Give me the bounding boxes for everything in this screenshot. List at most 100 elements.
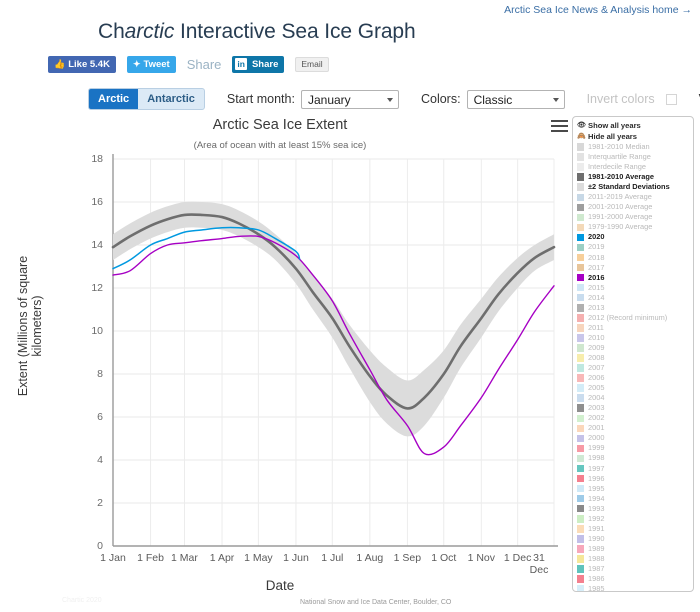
legend-swatch [577,243,584,252]
legend-swatch [577,484,584,493]
legend-item-2001-2010-average[interactable]: 2001-2010 Average [577,202,691,212]
legend-item-2000[interactable]: 2000 [577,433,691,443]
legend-item-2017[interactable]: 2017 [577,263,691,273]
legend-item-2005[interactable]: 2005 [577,383,691,393]
plot-wrap: 0 2 4 6 8 10 12 14 16 18 1 Jan 1 Feb 1 Mar 1 Apr 1 Ma… [0,112,560,609]
legend-swatch [577,414,584,423]
legend-item-1987[interactable]: 1987 [577,564,691,574]
y-tick-label: 16 [91,196,103,208]
legend-item-2015[interactable]: 2015 [577,283,691,293]
legend-swatch [577,404,584,412]
legend-show-all-years[interactable]: 👁 Show all years [577,120,691,131]
footer-faint-text: Chartic 2020 [62,597,102,604]
legend-item-2018[interactable]: 2018 [577,253,691,263]
invert-colors-label: Invert colors [586,92,655,106]
legend-item-1991[interactable]: 1991 [577,524,691,534]
legend-item-1992[interactable]: 1992 [577,514,691,524]
email-share-button[interactable]: Email [295,56,329,72]
legend-item-1995[interactable]: 1995 [577,484,691,494]
legend-item-interquartile-range[interactable]: Interquartile Range [577,152,691,162]
legend-item-2009[interactable]: 2009 [577,343,691,353]
legend-item-1981-2010-median[interactable]: 1981-2010 Median [577,142,691,152]
legend-item-2012-record-minimum[interactable]: 2012 (Record minimum) [577,313,691,323]
legend-item-2014[interactable]: 2014 [577,293,691,303]
legend-swatch [577,454,584,463]
y-tick-label: 4 [97,454,103,466]
page-title-emphasis: arctic [124,20,175,43]
legend-item-label: 2006 [588,373,605,383]
legend-item-1986[interactable]: 1986 [577,574,691,584]
legend-item-label: 1981-2010 Average [588,172,655,182]
legend-item-2-standard-deviations[interactable]: ±2 Standard Deviations [577,182,691,192]
legend-item-label: 2008 [588,353,605,362]
chart-menu-icon[interactable] [551,120,568,134]
legend-item-interdecile-range[interactable]: Interdecile Range [577,162,691,172]
legend-item-2011-2019-average[interactable]: 2011-2019 Average [577,192,691,202]
legend-swatch [577,314,584,322]
start-month-select[interactable]: January [300,89,399,109]
facebook-like-button[interactable]: 👍 Like 5.4K [48,55,116,73]
legend-swatch [577,555,584,563]
invert-colors-checkbox[interactable] [665,93,677,105]
legend-item-label: 2001 [588,423,605,433]
legend-swatch [577,183,584,191]
legend-item-2010[interactable]: 2010 [577,333,691,343]
colors-select[interactable]: Classic [466,89,565,109]
share-button[interactable]: Share [186,56,222,72]
legend-item-2003[interactable]: 2003 [577,403,691,413]
legend-item-1998[interactable]: 1998 [577,453,691,463]
legend-item-2020[interactable]: 2020 [577,232,691,242]
tab-arctic[interactable]: Arctic [89,89,139,109]
legend-item-2002[interactable]: 2002 [577,413,691,423]
tweet-button[interactable]: ✦ Tweet [126,55,176,73]
legend-item-1993[interactable]: 1993 [577,504,691,514]
eye-icon: 👁 [577,121,586,129]
arctic-news-home-link[interactable]: Arctic Sea Ice News & Analysis home → [504,4,692,16]
legend-item-2004[interactable]: 2004 [577,393,691,403]
legend-item-2016[interactable]: 2016 [577,273,691,283]
legend-swatch [577,233,584,242]
legend-swatch [577,515,584,523]
legend-item-label: 1988 [588,553,605,563]
legend-item-label: 2004 [588,393,605,403]
legend-item-1994[interactable]: 1994 [577,494,691,504]
legend-item-label: 2019 [588,242,605,252]
legend-item-label: 2015 [588,282,605,292]
legend-panel[interactable]: 👁 Show all years 🙈 Hide all years 1981-2… [572,116,694,592]
tab-antarctic[interactable]: Antarctic [147,93,195,105]
legend-item-2011[interactable]: 2011 [577,323,691,333]
legend-item-label: 2011-2019 Average [588,192,652,202]
legend-item-1979-1990-average[interactable]: 1979-1990 Average [577,222,691,232]
legend-swatch [577,464,584,473]
legend-item-1996[interactable]: 1996 [577,474,691,484]
legend-item-1985[interactable]: 1985 [577,584,691,591]
legend-item-1988[interactable]: 1988 [577,554,691,564]
linkedin-share-button[interactable]: in Share [232,55,285,73]
legend-swatch [577,394,584,402]
legend-item-label: 1991 [588,523,605,533]
legend-item-1989[interactable]: 1989 [577,544,691,554]
x-tick-label: 1 Oct [431,552,457,564]
twitter-bird-icon: ✦ [132,58,141,69]
legend-item-2001[interactable]: 2001 [577,423,691,433]
legend-item-label: 2011 [588,322,604,332]
legend-item-1991-2000-average[interactable]: 1991-2000 Average [577,212,691,222]
legend-item-label: Interdecile Range [588,162,646,172]
page-title: Charctic Interactive Sea Ice Graph [98,20,416,44]
legend-item-1997[interactable]: 1997 [577,464,691,474]
legend-item-2006[interactable]: 2006 [577,373,691,383]
legend-item-2019[interactable]: 2019 [577,242,691,252]
legend-item-2007[interactable]: 2007 [577,363,691,373]
colors-label: Colors: [420,92,461,106]
legend-item-2008[interactable]: 2008 [577,353,691,363]
linkedin-share-label: Share [251,58,279,70]
legend-item-1999[interactable]: 1999 [577,443,691,453]
legend-hide-all-years[interactable]: 🙈 Hide all years [577,131,691,142]
x-tick-label: 1 Jul [321,552,344,564]
sea-ice-extent-plot [111,154,558,547]
legend-swatch [577,434,584,443]
legend-item-1981-2010-average[interactable]: 1981-2010 Average [577,172,691,182]
legend-item-2013[interactable]: 2013 [577,303,691,313]
y-tick-label: 10 [91,325,103,337]
legend-item-1990[interactable]: 1990 [577,534,691,544]
